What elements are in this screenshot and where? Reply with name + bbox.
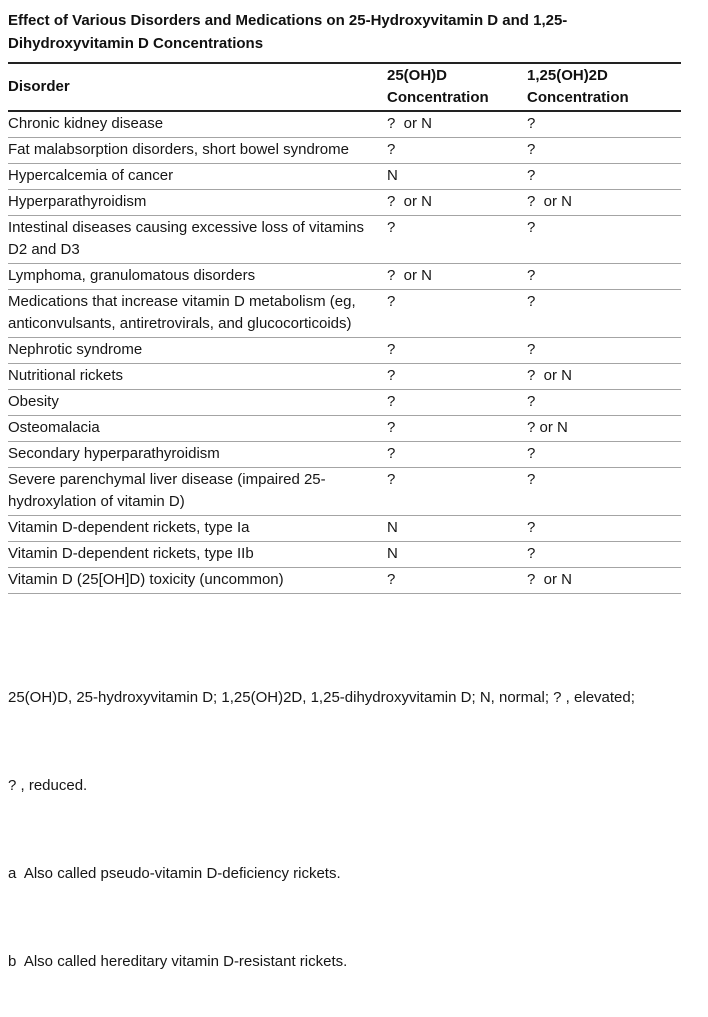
value-125ohd-cell: ? <box>527 215 681 264</box>
table-body: Chronic kidney disease ? or N ? Fat mala… <box>8 111 681 594</box>
disorder-cell: Nephrotic syndrome <box>8 337 387 364</box>
footnote-section: 25(OH)D, 25-hydroxyvitamin D; 1,25(OH)2D… <box>8 599 681 1017</box>
table-row: Chronic kidney disease ? or N ? <box>8 111 681 138</box>
disorder-cell: Chronic kidney disease <box>8 111 387 138</box>
value-125ohd-cell: ? <box>527 163 681 190</box>
disorder-cell: Intestinal diseases causing excessive lo… <box>8 215 387 264</box>
value-125ohd-cell: ? <box>527 441 681 468</box>
table-title-line2: Dihydroxyvitamin D Concentrations <box>8 35 264 52</box>
value-25ohd-cell: ? or N <box>387 263 527 290</box>
table-row: Vitamin D-dependent rickets, type IIb N … <box>8 541 681 568</box>
value-25ohd-cell: ? <box>387 467 527 516</box>
page: Effect of Various Disorders and Medicati… <box>8 9 681 1017</box>
table-row: Intestinal diseases causing excessive lo… <box>8 215 681 264</box>
value-125ohd-cell: ? or N <box>527 415 681 442</box>
table-row: Vitamin D-dependent rickets, type Ia N ? <box>8 515 681 542</box>
value-25ohd-cell: ? or N <box>387 189 527 216</box>
value-25ohd-cell: ? or N <box>387 111 527 138</box>
value-125ohd-cell: ? <box>527 289 681 338</box>
value-25ohd-cell: ? <box>387 567 527 594</box>
value-25ohd-cell: ? <box>387 389 527 416</box>
value-125ohd-cell: ? or N <box>527 567 681 594</box>
table-title-line1: Effect of Various Disorders and Medicati… <box>8 12 568 29</box>
table-row: Hyperparathyroidism ? or N ? or N <box>8 189 681 216</box>
table-row: Hypercalcemia of cancer N ? <box>8 163 681 190</box>
table-row: Fat malabsorption disorders, short bowel… <box>8 137 681 164</box>
value-25ohd-cell: ? <box>387 441 527 468</box>
disorder-cell: Hyperparathyroidism <box>8 189 387 216</box>
header-row: Disorder 25(OH)D Concentration 1,25(OH)2… <box>8 63 681 112</box>
disorder-cell: Nutritional rickets <box>8 363 387 390</box>
footnote-line: 25(OH)D, 25-hydroxyvitamin D; 1,25(OH)2D… <box>8 689 635 706</box>
table-row: Vitamin D (25[OH]D) toxicity (uncommon) … <box>8 567 681 594</box>
table-header: Disorder 25(OH)D Concentration 1,25(OH)2… <box>8 63 681 112</box>
value-125ohd-cell: ? <box>527 467 681 516</box>
value-125ohd-cell: ? or N <box>527 363 681 390</box>
value-25ohd-cell: N <box>387 541 527 568</box>
value-25ohd-cell: ? <box>387 289 527 338</box>
value-125ohd-cell: ? <box>527 137 681 164</box>
table-row: Nutritional rickets ? ? or N <box>8 363 681 390</box>
table-row: Nephrotic syndrome ? ? <box>8 337 681 364</box>
disorder-cell: Osteomalacia <box>8 415 387 442</box>
value-25ohd-cell: N <box>387 515 527 542</box>
table-row: Lymphoma, granulomatous disorders ? or N… <box>8 263 681 290</box>
disorder-cell: Fat malabsorption disorders, short bowel… <box>8 137 387 164</box>
disorder-cell: Medications that increase vitamin D meta… <box>8 289 387 338</box>
header-25ohd-concentration: 25(OH)D Concentration <box>387 63 527 112</box>
disorder-cell: Secondary hyperparathyroidism <box>8 441 387 468</box>
value-25ohd-cell: ? <box>387 137 527 164</box>
table-row: Medications that increase vitamin D meta… <box>8 289 681 338</box>
value-25ohd-cell: ? <box>387 415 527 442</box>
value-125ohd-cell: ? <box>527 515 681 542</box>
value-125ohd-cell: ? <box>527 263 681 290</box>
table-row: Osteomalacia ? ? or N <box>8 415 681 442</box>
disorder-cell: Obesity <box>8 389 387 416</box>
table-row: Obesity ? ? <box>8 389 681 416</box>
value-125ohd-cell: ? or N <box>527 189 681 216</box>
disorder-cell: Hypercalcemia of cancer <box>8 163 387 190</box>
disorder-cell: Severe parenchymal liver disease (impair… <box>8 467 387 516</box>
table-title: Effect of Various Disorders and Medicati… <box>8 9 681 55</box>
value-25ohd-cell: ? <box>387 337 527 364</box>
value-25ohd-cell: ? <box>387 363 527 390</box>
footnote-line: ? , reduced. <box>8 777 88 794</box>
value-25ohd-cell: ? <box>387 215 527 264</box>
value-125ohd-cell: ? <box>527 389 681 416</box>
value-125ohd-cell: ? <box>527 111 681 138</box>
header-125ohd-concentration: 1,25(OH)2D Concentration <box>527 63 681 112</box>
table-row: Secondary hyperparathyroidism ? ? <box>8 441 681 468</box>
footnote-line: a Also called pseudo-vitamin D-deficienc… <box>8 865 341 882</box>
table-row: Severe parenchymal liver disease (impair… <box>8 467 681 516</box>
header-disorder: Disorder <box>8 63 387 112</box>
value-125ohd-cell: ? <box>527 337 681 364</box>
concentration-table: Disorder 25(OH)D Concentration 1,25(OH)2… <box>8 62 681 594</box>
value-125ohd-cell: ? <box>527 541 681 568</box>
disorder-cell: Vitamin D-dependent rickets, type Ia <box>8 515 387 542</box>
value-25ohd-cell: N <box>387 163 527 190</box>
disorder-cell: Lymphoma, granulomatous disorders <box>8 263 387 290</box>
disorder-cell: Vitamin D (25[OH]D) toxicity (uncommon) <box>8 567 387 594</box>
disorder-cell: Vitamin D-dependent rickets, type IIb <box>8 541 387 568</box>
footnote-line: b Also called hereditary vitamin D-resis… <box>8 953 348 970</box>
